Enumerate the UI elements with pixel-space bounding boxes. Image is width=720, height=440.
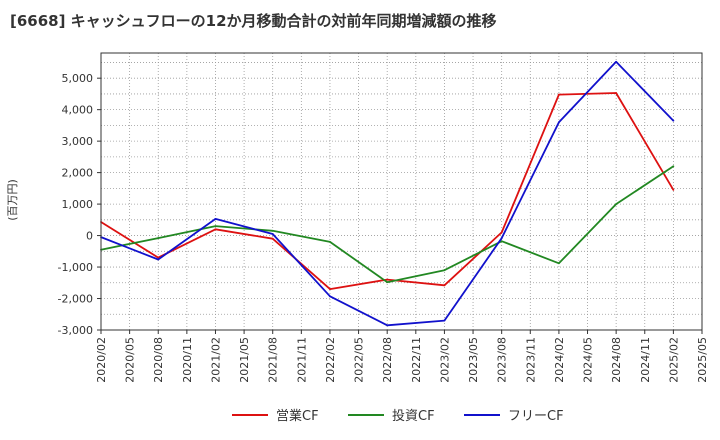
data-point [214,228,217,231]
data-point [672,165,675,168]
x-tick-label: 2023/11 [524,337,537,383]
y-tick-label: 4,000 [62,104,94,117]
legend-label: フリーCF [508,409,564,424]
x-tick-label: 2021/05 [238,337,251,383]
x-tick-label: 2024/08 [610,337,623,383]
x-tick-label: 2021/11 [295,337,308,383]
x-tick-label: 2025/02 [667,337,680,383]
data-point [558,121,560,124]
data-point [329,288,331,290]
y-axis-label: (百万円) [6,179,19,221]
data-point [443,269,446,272]
x-tick-label: 2023/08 [496,337,509,383]
data-point [443,319,446,322]
x-tick-label: 2023/02 [438,337,451,383]
x-tick-label: 2022/08 [381,337,394,383]
y-tick-label: -3,000 [58,324,93,337]
y-tick-label: 3,000 [62,135,94,148]
data-point [271,229,274,232]
data-point [443,284,446,287]
x-tick-label: 2021/08 [267,337,280,383]
data-point [386,281,389,284]
x-tick-label: 2022/02 [324,337,337,383]
x-tick-label: 2024/02 [553,337,566,383]
x-tick-label: 2021/02 [209,337,222,383]
data-point [615,92,618,94]
data-point [615,203,618,205]
y-tick-label: 0 [86,230,93,243]
chart-title: [6668] キャッシュフローの12か月移動合計の対前年同期増減額の推移 [10,12,497,30]
data-point [615,60,618,63]
data-point [558,93,560,96]
data-point [558,262,560,265]
legend-label: 投資CF [392,408,435,424]
x-tick-label: 2023/05 [467,337,480,383]
y-tick-label: 1,000 [62,198,94,211]
y-tick-label: 5,000 [62,72,94,85]
data-point [500,240,503,243]
data-point [500,237,503,239]
x-tick-label: 2020/08 [152,337,165,383]
data-point [672,119,675,122]
data-point [329,240,331,243]
y-tick-label: -1,000 [58,261,93,274]
x-tick-label: 2020/11 [181,337,194,383]
x-tick-label: 2024/11 [639,337,652,383]
x-tick-label: 2025/05 [696,337,709,383]
data-point [672,189,675,191]
data-point [500,231,503,234]
data-point [386,324,389,327]
data-point [386,278,389,281]
data-point [271,237,274,240]
data-point [214,217,217,220]
data-point [157,258,160,261]
x-tick-label: 2020/02 [95,337,108,383]
x-tick-label: 2020/05 [124,337,137,383]
y-tick-label: 2,000 [62,167,94,180]
plot-frame [100,52,703,331]
x-tick-label: 2022/11 [410,337,423,383]
data-point [214,225,217,228]
x-tick-label: 2024/05 [582,337,595,383]
data-point [157,237,160,239]
data-point [329,295,331,298]
legend-label: 営業CF [276,408,319,424]
y-tick-label: -2,000 [58,293,93,306]
data-point [271,233,274,235]
x-tick-label: 2022/05 [353,337,366,383]
